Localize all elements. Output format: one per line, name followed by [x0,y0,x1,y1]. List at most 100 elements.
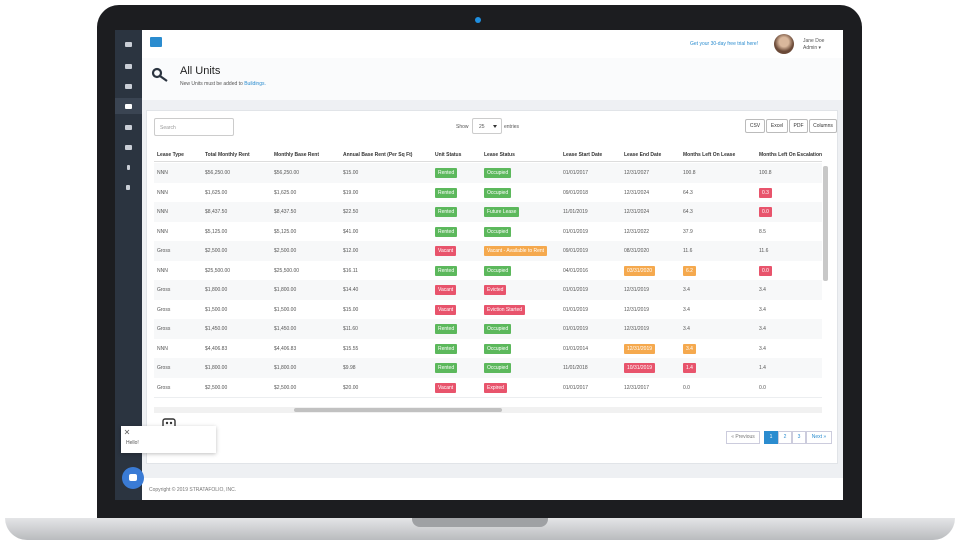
column-header[interactable]: Lease Status [484,152,515,158]
nav-icon[interactable] [125,125,132,130]
table-cell: $41.00 [343,228,359,235]
status-badge: Future Lease [484,207,520,217]
table-cell: Gross [157,326,171,332]
subtitle-link[interactable]: Buildings. [244,81,266,87]
table-cell: 1.4 [759,365,766,371]
status-badge: Eviction Started [484,304,526,315]
search-box[interactable]: Search [154,118,234,136]
sidebar [115,30,142,500]
status-badge: Evicted [484,285,507,295]
table-cell: $15.00 [343,170,359,176]
column-header[interactable]: Monthly Base Rent [274,152,320,158]
table-cell: 01/01/2019 [563,287,589,293]
table-cell: 08/31/2020 [624,248,650,254]
status-badge: Rented [435,324,458,334]
table-cell: 12/31/2024 [624,189,650,196]
page-size: 25 [479,124,485,130]
column-header[interactable]: Months Left On Escalation [759,152,823,158]
table-cell: $5,125.00 [274,228,297,235]
table-cell: $4,406.83 [274,345,297,352]
export-button[interactable]: CSV [745,119,765,133]
page-button[interactable]: 1 [764,431,778,444]
table-cell: $4,406.83 [205,345,228,352]
copyright: Copyright © 2019 STRATAFOLIO, INC. [149,487,237,493]
nav-icon[interactable] [125,42,132,47]
status-badge: Rented [435,363,458,373]
trial-link[interactable]: Get your 30-day free trial here! [690,41,759,47]
table-cell: $2,500.00 [205,248,228,254]
table-cell: $1,450.00 [274,326,297,332]
table-cell: Gross [157,365,171,371]
column-header[interactable]: Annual Base Rent (Per Sq Ft) [343,152,413,158]
nav-icon[interactable] [126,185,130,190]
column-header[interactable]: Months Left On Lease [683,152,736,158]
table-cell: $1,450.00 [205,326,228,332]
previous-button[interactable]: « Previous [726,431,760,444]
entries-label: entries [504,124,520,130]
table-cell: 01/01/2014 [563,345,589,352]
page-button[interactable]: 2 [778,431,792,444]
page-size-select[interactable]: 25 [472,118,502,134]
nav-icon[interactable] [125,84,132,89]
column-header[interactable]: Lease End Date [624,152,662,158]
table-cell: NNN [157,209,168,215]
page-button[interactable]: 3 [792,431,806,444]
table-cell: 3.4 [759,287,766,293]
table-cell: 12/31/2027 [624,170,650,176]
table-cell: 37.9 [683,228,693,235]
table-cell: 3.4 [759,345,766,352]
table-cell: NNN [157,228,168,235]
table-cell: 3.4 [683,326,690,332]
table-cell: $8,437.50 [274,209,297,215]
chat-bubble[interactable]: Hello! [121,426,216,453]
table-cell: $25,500.00 [205,267,231,274]
table-cell: $2,500.00 [274,384,297,391]
table-cell: $1,625.00 [274,189,297,196]
status-badge: Occupied [484,363,512,373]
table-cell: 12/31/2019 [624,287,650,293]
table-cell: $19.00 [343,189,359,196]
table-cell: $15.00 [343,306,359,313]
table-cell: 64.3 [683,189,693,196]
nav-icon[interactable] [125,145,132,150]
user-role[interactable]: Admin ▾ [803,45,822,51]
column-header[interactable]: Unit Status [435,152,462,158]
export-button[interactable]: Excel [766,119,788,133]
vertical-scrollbar[interactable] [823,166,828,281]
table-cell: Gross [157,384,171,391]
page-subtitle: New Units must be added to Buildings. [180,81,266,87]
table-cell: $25,500.00 [274,267,300,274]
chat-launcher[interactable] [122,467,144,489]
table-cell: 04/01/2016 [563,267,589,274]
laptop-base [5,518,955,540]
table-cell: 3.4 [683,306,690,313]
table-cell: 01/01/2019 [563,228,589,235]
chat-close[interactable] [124,429,130,435]
footer: Copyright © 2019 STRATAFOLIO, INC. [142,478,843,500]
status-badge: Vacant [435,246,457,256]
nav-icon[interactable] [127,165,130,170]
nav-icon[interactable] [125,64,132,69]
status-badge: Vacant [435,304,457,315]
status-badge: Expired [484,382,507,393]
column-header[interactable]: Lease Start Date [563,152,603,158]
export-button[interactable]: Columns [809,119,837,133]
table-cell: 0.0 [683,384,690,391]
avatar[interactable] [774,34,794,54]
nav-icon[interactable] [125,104,132,109]
column-header[interactable]: Total Monthly Rent [205,152,250,158]
table-cell: $1,800.00 [274,287,297,293]
horizontal-scrollbar[interactable] [294,408,502,412]
units-table: Lease Type Total Monthly Rent Monthly Base… [154,148,829,406]
column-header[interactable]: Lease Type [157,152,184,158]
menu-button[interactable] [150,37,162,47]
table-cell: 100.8 [683,170,696,176]
table-cell: $16.11 [343,267,358,274]
status-badge: 1.4 [683,363,696,373]
table-cell: 8.5 [759,228,766,235]
export-button[interactable]: PDF [789,119,808,133]
status-badge: 12/31/2019 [624,343,656,354]
next-button[interactable]: Next » [806,431,832,444]
status-badge: Vacant - Available to Rent [484,246,548,256]
status-badge: Vacant [435,382,457,393]
